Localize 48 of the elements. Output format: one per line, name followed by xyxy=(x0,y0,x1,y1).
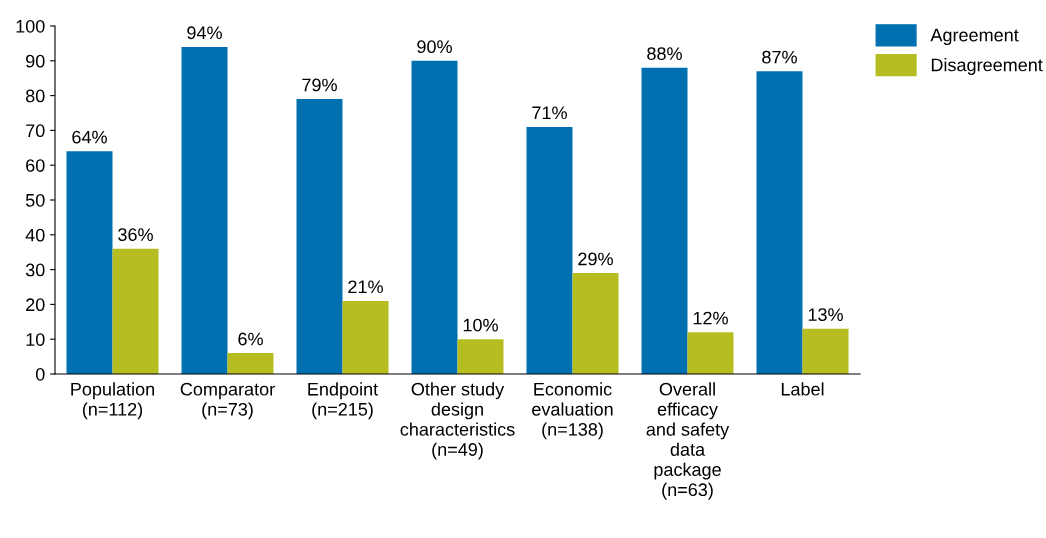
bar xyxy=(802,328,849,374)
bar xyxy=(641,67,688,374)
data-label: 71% xyxy=(532,106,567,120)
bar xyxy=(181,46,228,374)
bar xyxy=(66,151,113,374)
bar xyxy=(411,60,458,374)
bar xyxy=(227,353,274,374)
bar xyxy=(687,332,734,374)
y-tick-label: 70 xyxy=(26,124,45,138)
legend-label: Disagreement xyxy=(931,58,1043,75)
bar xyxy=(342,300,389,374)
y-tick-label: 30 xyxy=(25,263,45,277)
data-label: 79% xyxy=(302,78,337,92)
x-tick-label: Endpoint (n=215) xyxy=(308,382,379,420)
x-tick-label: Overall efficacy and safety data package (n=63) xyxy=(646,382,730,500)
y-tick-label: 60 xyxy=(26,159,45,172)
x-tick-label: Other study design characteristics (n=49) xyxy=(400,382,515,460)
y-tick-label: 90 xyxy=(26,54,45,68)
data-label: 94% xyxy=(187,26,222,40)
data-label: 64% xyxy=(72,130,107,144)
data-label: 6% xyxy=(238,332,263,346)
x-tick-label: Comparator (n=73) xyxy=(180,382,275,420)
data-label: 10% xyxy=(463,318,498,332)
bar xyxy=(526,126,573,374)
y-tick-label: 20 xyxy=(26,298,45,312)
data-label: 21% xyxy=(348,280,383,294)
x-tick-label: Economic evaluation (n=138) xyxy=(532,382,613,440)
y-tick-label: 0 xyxy=(35,367,45,381)
data-label: 87% xyxy=(762,50,797,64)
bar xyxy=(112,248,159,374)
bar xyxy=(572,273,619,374)
x-tick-label: Population (n=112) xyxy=(71,382,154,420)
y-tick-label: 40 xyxy=(25,228,45,242)
legend-label: Agreement xyxy=(930,28,1019,46)
data-label: 12% xyxy=(693,311,728,325)
bar xyxy=(457,339,504,374)
y-tick-label: 50 xyxy=(25,193,45,207)
data-label: 88% xyxy=(647,47,682,61)
bar xyxy=(756,71,803,374)
data-label: 13% xyxy=(808,308,843,322)
y-tick-label: 80 xyxy=(25,89,45,103)
y-tick-label: 10 xyxy=(26,333,45,346)
x-tick-label: Label xyxy=(781,382,824,396)
data-label: 36% xyxy=(118,228,153,241)
y-tick-label: 100 xyxy=(16,19,45,33)
bar xyxy=(296,99,343,374)
data-label: 90% xyxy=(417,40,452,54)
data-label: 29% xyxy=(578,252,613,266)
